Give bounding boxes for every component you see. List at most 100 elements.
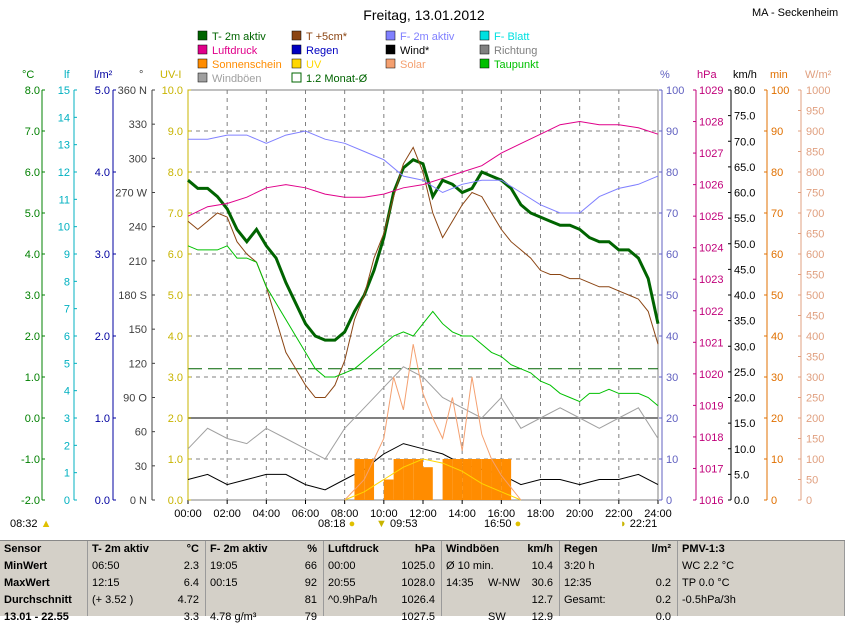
axis-label-temp: -1.0 [21, 454, 40, 466]
stats-column: Luftdruck hPa 00:00 1025.0 20:55 1028.0 ^0.9hP… [324, 541, 442, 623]
stats-cell-mid: SW [488, 611, 506, 623]
sunset-label: 16:50 [484, 518, 512, 530]
axis-label-dir: 270 W [115, 188, 147, 200]
stats-cell-left: (+ 3.52 ) [92, 594, 134, 606]
stats-cell-left: Ø 10 min. [446, 560, 494, 572]
axis-label-press: 1024 [699, 243, 723, 255]
axis-label-hum: 10 [666, 454, 678, 466]
axis-label-solar: 750 [806, 188, 824, 200]
series-taupunkt [187, 245, 659, 407]
stats-cell-left: 12:35 [564, 577, 592, 589]
sunshine-bar [364, 459, 375, 500]
axis-label-leaf: 11 [59, 194, 70, 206]
time-tick-label: 22:00 [605, 508, 633, 520]
axis-label-temp: 5.0 [25, 208, 40, 220]
axis-label-wind: 45.0 [734, 264, 755, 276]
axis-label-min: 100 [771, 85, 789, 97]
legend-swatch [197, 58, 208, 69]
axis-label-dir: 180 S [118, 290, 147, 302]
axis-label-solar: 200 [806, 413, 824, 425]
sunshine-bar [442, 459, 453, 500]
axis-label-press: 1029 [699, 85, 723, 97]
legend-item: Taupunkt [479, 58, 539, 71]
legend-label: T +5cm* [306, 31, 348, 43]
stats-header-unit: l/m² [651, 543, 671, 555]
stats-cell-right: 1028.0 [401, 577, 435, 589]
axis-label-min: 60 [771, 249, 783, 261]
stats-cell-right: 4.72 [177, 594, 199, 606]
stats-column: Sensor MinWert MaxWert Durchschnitt 13.01 - … [0, 541, 88, 623]
legend-label: Sonnenschein [212, 59, 282, 71]
stats-cell-mid: W-NW [488, 577, 521, 589]
sunrise-label: 08:32 [10, 518, 38, 530]
stats-column: Windböen km/h Ø 10 min. 10.4 14:35 W-NW 30.6 12… [442, 541, 560, 623]
stats-row: 0.0 [560, 609, 677, 626]
axis-label-uv: 10.0 [162, 85, 183, 97]
legend-item: Richtung [479, 44, 537, 57]
axis-label-leaf: 4 [64, 386, 70, 398]
legend-swatch [385, 58, 396, 69]
axis-label-temp: 6.0 [25, 167, 40, 179]
series-uv [344, 458, 522, 501]
axis-label-wind: 35.0 [734, 316, 755, 328]
axis-label-hum: 40 [666, 331, 678, 343]
axis-label-temp: 4.0 [25, 249, 40, 261]
stats-header: F- 2m aktiv% [206, 541, 323, 558]
axis-label-solar: 350 [806, 352, 824, 364]
axis-label-wind: 50.0 [734, 239, 755, 251]
stats-header-label: PMV-1:3 [682, 543, 725, 555]
axis-label-solar: 450 [806, 311, 824, 323]
axis-label-solar: 100 [806, 454, 824, 466]
legend-item: Sonnenschein [197, 58, 282, 71]
axis-label-press: 1020 [699, 369, 723, 381]
axis-label-leaf: 1 [64, 468, 70, 480]
axis-label-wind: 10.0 [734, 444, 755, 456]
axis-label-temp: 7.0 [25, 126, 40, 138]
sun-t2-label: 09:53 [389, 518, 418, 530]
legend-label: Richtung [494, 45, 537, 57]
axis-label-leaf: 15 [58, 85, 70, 97]
axis-label-wind: 55.0 [734, 213, 755, 225]
axis-label-rain: 4.0 [95, 167, 110, 179]
axis-unit-min: min [770, 69, 788, 81]
axis-unit-leaf: lf [64, 69, 70, 81]
stats-header-unit: hPa [414, 543, 435, 555]
axis-label-min: 50 [771, 290, 783, 302]
axis-label-uv: 4.0 [168, 331, 183, 343]
axis-label-hum: 70 [666, 208, 678, 220]
axis-label-wind: 65.0 [734, 162, 755, 174]
series-f-2m-aktiv [188, 130, 659, 214]
stats-column: Regen l/m² 3:20 h 12:35 0.2 Gesamt: 0.2 0.0 [560, 541, 678, 623]
stats-row: SW 12.9 [442, 609, 559, 626]
axis-label-wind: 80.0 [734, 85, 755, 97]
axis-label-press: 1021 [699, 337, 723, 349]
axis-label-solar: 650 [806, 229, 824, 241]
time-tick-label: 18:00 [527, 508, 555, 520]
stats-header-label: F- 2m aktiv [210, 543, 268, 555]
stats-row: 81 [206, 592, 323, 609]
axis-label-temp: -2.0 [21, 495, 40, 507]
axis-label-min: 90 [771, 126, 783, 138]
axis-label-uv: 3.0 [168, 372, 183, 384]
axis-label-min: 20 [771, 413, 783, 425]
stats-header: PMV-1:3 [678, 541, 844, 558]
axis-label-hum: 0 [666, 495, 672, 507]
axis-label-wind: 30.0 [734, 341, 755, 353]
axis-unit-uv: UV-I [160, 69, 181, 81]
stats-cell-left: ^0.9hPa/h [328, 594, 378, 606]
time-tick-label: 12:00 [409, 508, 437, 520]
legend-item: Luftdruck [197, 44, 258, 57]
stats-row: 19:05 66 [206, 558, 323, 575]
axis-label-temp: 1.0 [25, 372, 40, 384]
axis-label-leaf: 2 [64, 440, 70, 452]
axis-label-press: 1023 [699, 274, 723, 286]
legend-swatch [197, 72, 208, 83]
series-windb-en [187, 366, 659, 460]
stats-cell-left: 00:00 [328, 560, 356, 572]
stats-cell-left: MinWert [4, 560, 48, 572]
axis-label-uv: 2.0 [168, 413, 183, 425]
axis-label-solar: 500 [806, 290, 824, 302]
sunshine-bar [423, 467, 433, 500]
axis-label-dir: 240 [129, 222, 147, 234]
axis-unit-solar: W/m² [805, 69, 832, 81]
